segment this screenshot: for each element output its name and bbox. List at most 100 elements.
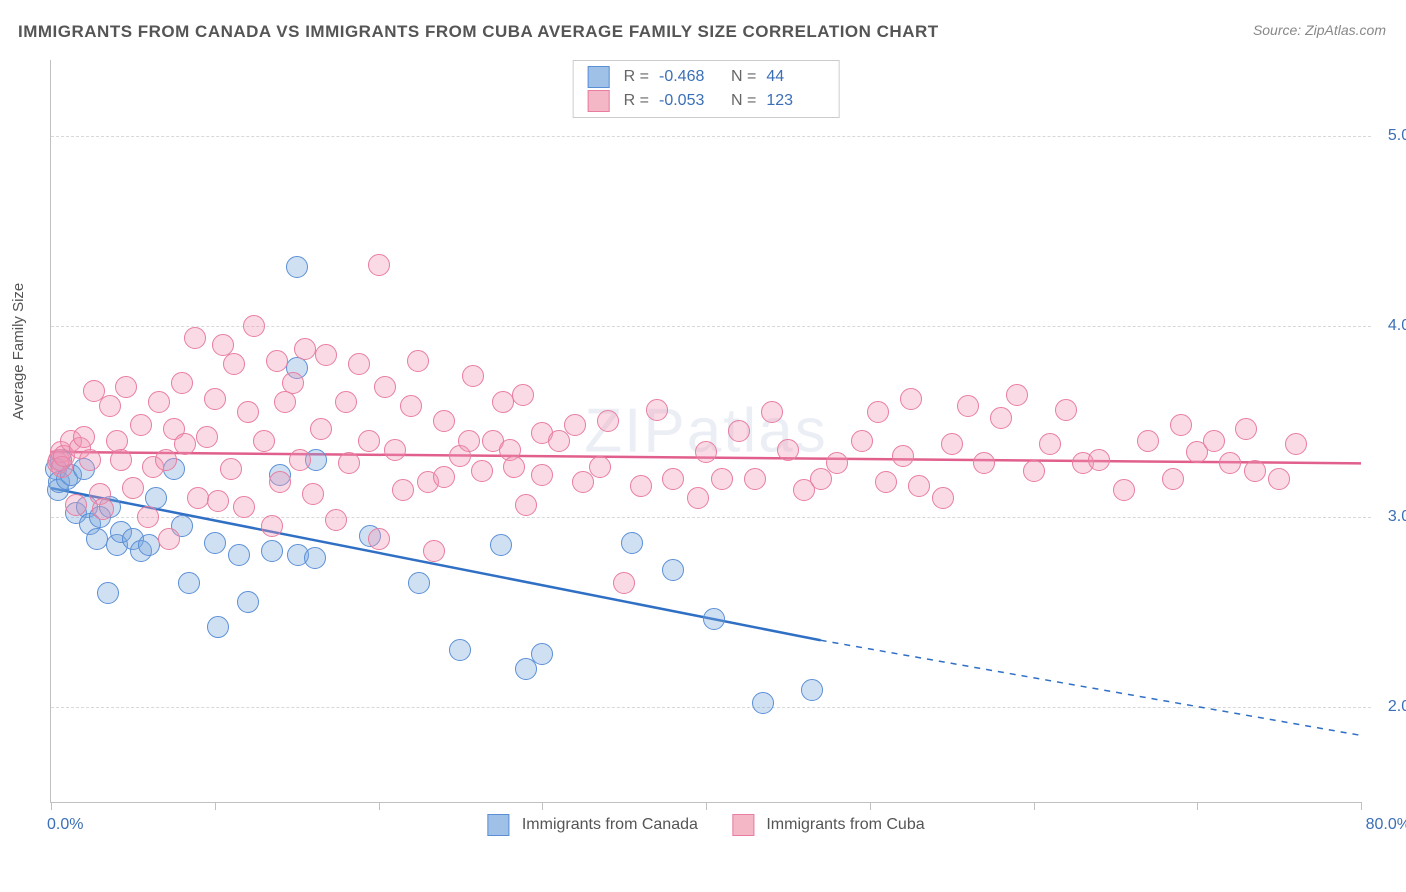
scatter-point bbox=[294, 338, 316, 360]
scatter-point bbox=[110, 449, 132, 471]
scatter-point bbox=[458, 430, 480, 452]
scatter-point bbox=[471, 460, 493, 482]
x-tick bbox=[215, 802, 216, 810]
legend-r-label: R = bbox=[624, 92, 649, 110]
x-tick bbox=[1034, 802, 1035, 810]
chart-title: IMMIGRANTS FROM CANADA VS IMMIGRANTS FRO… bbox=[18, 22, 939, 42]
scatter-point bbox=[744, 468, 766, 490]
legend-item-cuba: Immigrants from Cuba bbox=[732, 814, 925, 836]
gridline-h bbox=[51, 707, 1371, 708]
scatter-point bbox=[184, 327, 206, 349]
scatter-point bbox=[1268, 468, 1290, 490]
scatter-point bbox=[990, 407, 1012, 429]
scatter-point bbox=[777, 439, 799, 461]
scatter-point bbox=[851, 430, 873, 452]
scatter-point bbox=[155, 449, 177, 471]
x-tick bbox=[870, 802, 871, 810]
x-axis-min-label: 0.0% bbox=[47, 816, 83, 834]
scatter-point bbox=[752, 692, 774, 714]
scatter-point bbox=[253, 430, 275, 452]
legend-item-canada: Immigrants from Canada bbox=[487, 814, 698, 836]
scatter-point bbox=[286, 256, 308, 278]
scatter-point bbox=[335, 391, 357, 413]
scatter-point bbox=[302, 483, 324, 505]
scatter-point bbox=[900, 388, 922, 410]
scatter-point bbox=[932, 487, 954, 509]
scatter-point bbox=[1023, 460, 1045, 482]
scatter-point bbox=[423, 540, 445, 562]
x-axis-max-label: 80.0% bbox=[1366, 816, 1406, 834]
scatter-point bbox=[613, 572, 635, 594]
scatter-point bbox=[348, 353, 370, 375]
legend-swatch-cuba bbox=[588, 90, 610, 112]
scatter-point bbox=[338, 452, 360, 474]
scatter-point bbox=[261, 540, 283, 562]
scatter-point bbox=[695, 441, 717, 463]
legend-swatch-cuba-bottom bbox=[732, 814, 754, 836]
source-attribution: Source: ZipAtlas.com bbox=[1253, 22, 1386, 38]
scatter-point bbox=[1088, 449, 1110, 471]
scatter-point bbox=[531, 643, 553, 665]
legend-r-value-canada: -0.468 bbox=[659, 68, 717, 86]
scatter-point bbox=[973, 452, 995, 474]
scatter-point bbox=[703, 608, 725, 630]
scatter-point bbox=[892, 445, 914, 467]
scatter-point bbox=[433, 410, 455, 432]
scatter-point bbox=[1006, 384, 1028, 406]
scatter-point bbox=[1235, 418, 1257, 440]
y-tick-label: 5.00 bbox=[1388, 127, 1406, 145]
scatter-point bbox=[646, 399, 668, 421]
scatter-point bbox=[65, 494, 87, 516]
legend-row-cuba: R = -0.053 N = 123 bbox=[588, 89, 825, 113]
scatter-point bbox=[400, 395, 422, 417]
legend-r-value-cuba: -0.053 bbox=[659, 92, 717, 110]
plot-area: ZIPatlas R = -0.468 N = 44 R = -0.053 N … bbox=[50, 60, 1361, 803]
scatter-point bbox=[1219, 452, 1241, 474]
y-tick-label: 4.00 bbox=[1388, 317, 1406, 335]
scatter-point bbox=[662, 468, 684, 490]
x-tick bbox=[379, 802, 380, 810]
scatter-point bbox=[187, 487, 209, 509]
scatter-point bbox=[237, 401, 259, 423]
scatter-point bbox=[137, 506, 159, 528]
scatter-point bbox=[99, 395, 121, 417]
scatter-point bbox=[1055, 399, 1077, 421]
scatter-point bbox=[503, 456, 525, 478]
scatter-point bbox=[368, 528, 390, 550]
legend-row-canada: R = -0.468 N = 44 bbox=[588, 65, 825, 89]
scatter-point bbox=[148, 391, 170, 413]
scatter-point bbox=[621, 532, 643, 554]
scatter-point bbox=[801, 679, 823, 701]
scatter-point bbox=[1170, 414, 1192, 436]
scatter-point bbox=[196, 426, 218, 448]
scatter-point bbox=[826, 452, 848, 474]
scatter-point bbox=[178, 572, 200, 594]
legend-series: Immigrants from Canada Immigrants from C… bbox=[487, 814, 924, 836]
scatter-point bbox=[233, 496, 255, 518]
scatter-point bbox=[289, 449, 311, 471]
scatter-point bbox=[122, 477, 144, 499]
scatter-point bbox=[86, 528, 108, 550]
scatter-point bbox=[1137, 430, 1159, 452]
scatter-point bbox=[261, 515, 283, 537]
x-tick bbox=[1197, 802, 1198, 810]
scatter-point bbox=[728, 420, 750, 442]
scatter-point bbox=[908, 475, 930, 497]
scatter-point bbox=[957, 395, 979, 417]
legend-n-value-cuba: 123 bbox=[766, 92, 824, 110]
scatter-point bbox=[274, 391, 296, 413]
scatter-point bbox=[941, 433, 963, 455]
scatter-point bbox=[687, 487, 709, 509]
scatter-point bbox=[266, 350, 288, 372]
y-axis-title: Average Family Size bbox=[10, 283, 27, 420]
scatter-point bbox=[407, 350, 429, 372]
scatter-point bbox=[433, 466, 455, 488]
legend-n-label: N = bbox=[731, 68, 756, 86]
legend-n-label: N = bbox=[731, 92, 756, 110]
scatter-point bbox=[130, 414, 152, 436]
y-tick-label: 2.00 bbox=[1388, 698, 1406, 716]
scatter-point bbox=[171, 372, 193, 394]
legend-label-cuba: Immigrants from Cuba bbox=[766, 816, 924, 833]
scatter-point bbox=[174, 433, 196, 455]
scatter-point bbox=[531, 464, 553, 486]
